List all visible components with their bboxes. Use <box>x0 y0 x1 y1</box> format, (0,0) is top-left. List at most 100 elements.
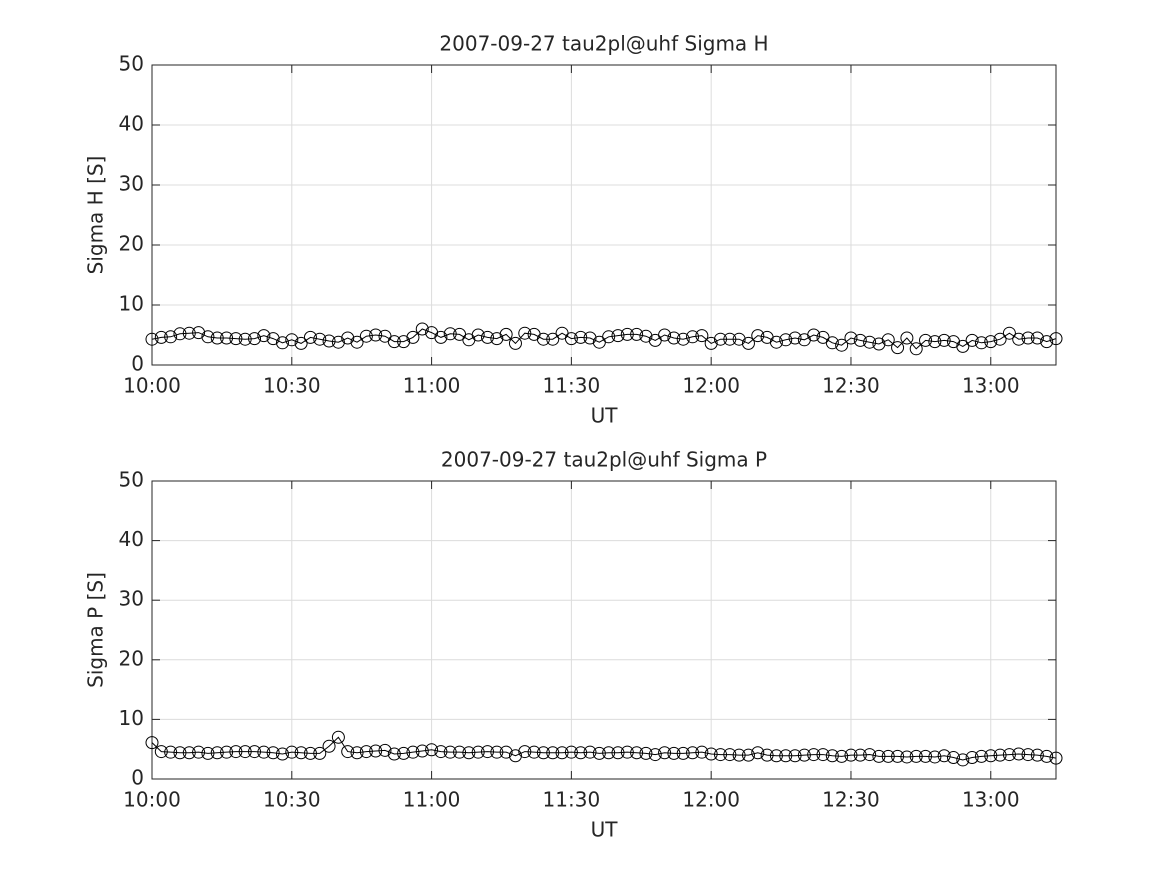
marker <box>835 749 849 763</box>
marker <box>518 326 532 340</box>
marker <box>751 329 765 343</box>
marker <box>788 331 802 345</box>
marker <box>695 745 709 759</box>
marker <box>434 330 448 344</box>
marker <box>1021 331 1035 345</box>
marker <box>648 748 662 762</box>
plot-area <box>152 65 1056 365</box>
marker <box>164 330 178 344</box>
marker <box>303 746 317 760</box>
marker <box>238 745 252 759</box>
y-tick-label: 10 <box>119 292 144 316</box>
marker <box>443 745 457 759</box>
marker <box>434 745 448 759</box>
marker <box>210 746 224 760</box>
marker <box>1021 748 1035 762</box>
marker <box>630 327 644 341</box>
marker <box>154 330 168 344</box>
marker <box>713 748 727 762</box>
marker <box>1002 326 1016 340</box>
marker <box>331 335 345 349</box>
marker <box>508 749 522 763</box>
x-tick-label: 12:00 <box>682 788 740 812</box>
marker <box>909 342 923 356</box>
marker <box>928 335 942 349</box>
marker <box>387 335 401 349</box>
marker <box>639 329 653 343</box>
marker <box>751 746 765 760</box>
marker <box>257 745 271 759</box>
plot-border <box>151 480 1057 780</box>
marker <box>574 330 588 344</box>
marker <box>359 329 373 343</box>
marker <box>853 333 867 347</box>
marker <box>266 332 280 346</box>
marker <box>984 749 998 763</box>
marker <box>872 749 886 763</box>
marker <box>229 745 243 759</box>
marker <box>1049 751 1063 765</box>
x-tick-label: 11:00 <box>403 374 461 398</box>
marker <box>1040 335 1054 349</box>
marker <box>481 330 495 344</box>
marker <box>490 332 504 346</box>
y-tick-label: 50 <box>119 52 144 76</box>
marker <box>406 330 420 344</box>
marker <box>919 749 933 763</box>
y-axis-label: Sigma H [S] <box>84 156 108 275</box>
marker <box>583 745 597 759</box>
marker <box>285 745 299 759</box>
marker <box>835 338 849 352</box>
marker <box>425 743 439 757</box>
marker <box>1012 747 1026 761</box>
marker <box>723 748 737 762</box>
marker <box>676 332 690 346</box>
x-tick-label: 11:30 <box>543 374 601 398</box>
marker <box>257 329 271 343</box>
marker <box>397 746 411 760</box>
marker <box>881 333 895 347</box>
marker <box>779 333 793 347</box>
marker <box>471 328 485 342</box>
plot-area <box>152 481 1056 779</box>
marker <box>266 746 280 760</box>
y-tick-label: 0 <box>131 352 144 376</box>
marker <box>741 748 755 762</box>
series-line <box>151 328 1057 350</box>
marker <box>1030 331 1044 345</box>
y-tick-label: 30 <box>119 172 144 196</box>
marker <box>974 336 988 350</box>
marker <box>713 332 727 346</box>
marker <box>192 745 206 759</box>
marker <box>602 746 616 760</box>
marker <box>238 332 252 346</box>
marker <box>397 335 411 349</box>
marker <box>630 746 644 760</box>
marker <box>285 333 299 347</box>
marker <box>676 746 690 760</box>
marker <box>1002 748 1016 762</box>
marker <box>956 753 970 767</box>
marker <box>536 332 550 346</box>
marker <box>322 739 336 753</box>
marker <box>499 745 513 759</box>
marker <box>210 331 224 345</box>
x-tick-label: 12:30 <box>822 374 880 398</box>
marker <box>863 335 877 349</box>
marker <box>248 745 262 759</box>
marker <box>294 746 308 760</box>
marker <box>620 327 634 341</box>
marker <box>331 730 345 744</box>
y-tick-label: 20 <box>119 646 144 670</box>
marker <box>182 746 196 760</box>
marker <box>220 331 234 345</box>
marker <box>946 751 960 765</box>
marker <box>415 744 429 758</box>
marker <box>872 337 886 351</box>
marker <box>583 331 597 345</box>
marker <box>686 746 700 760</box>
x-tick-label: 12:00 <box>682 374 740 398</box>
marker <box>322 334 336 348</box>
marker <box>797 748 811 762</box>
marker <box>732 332 746 346</box>
